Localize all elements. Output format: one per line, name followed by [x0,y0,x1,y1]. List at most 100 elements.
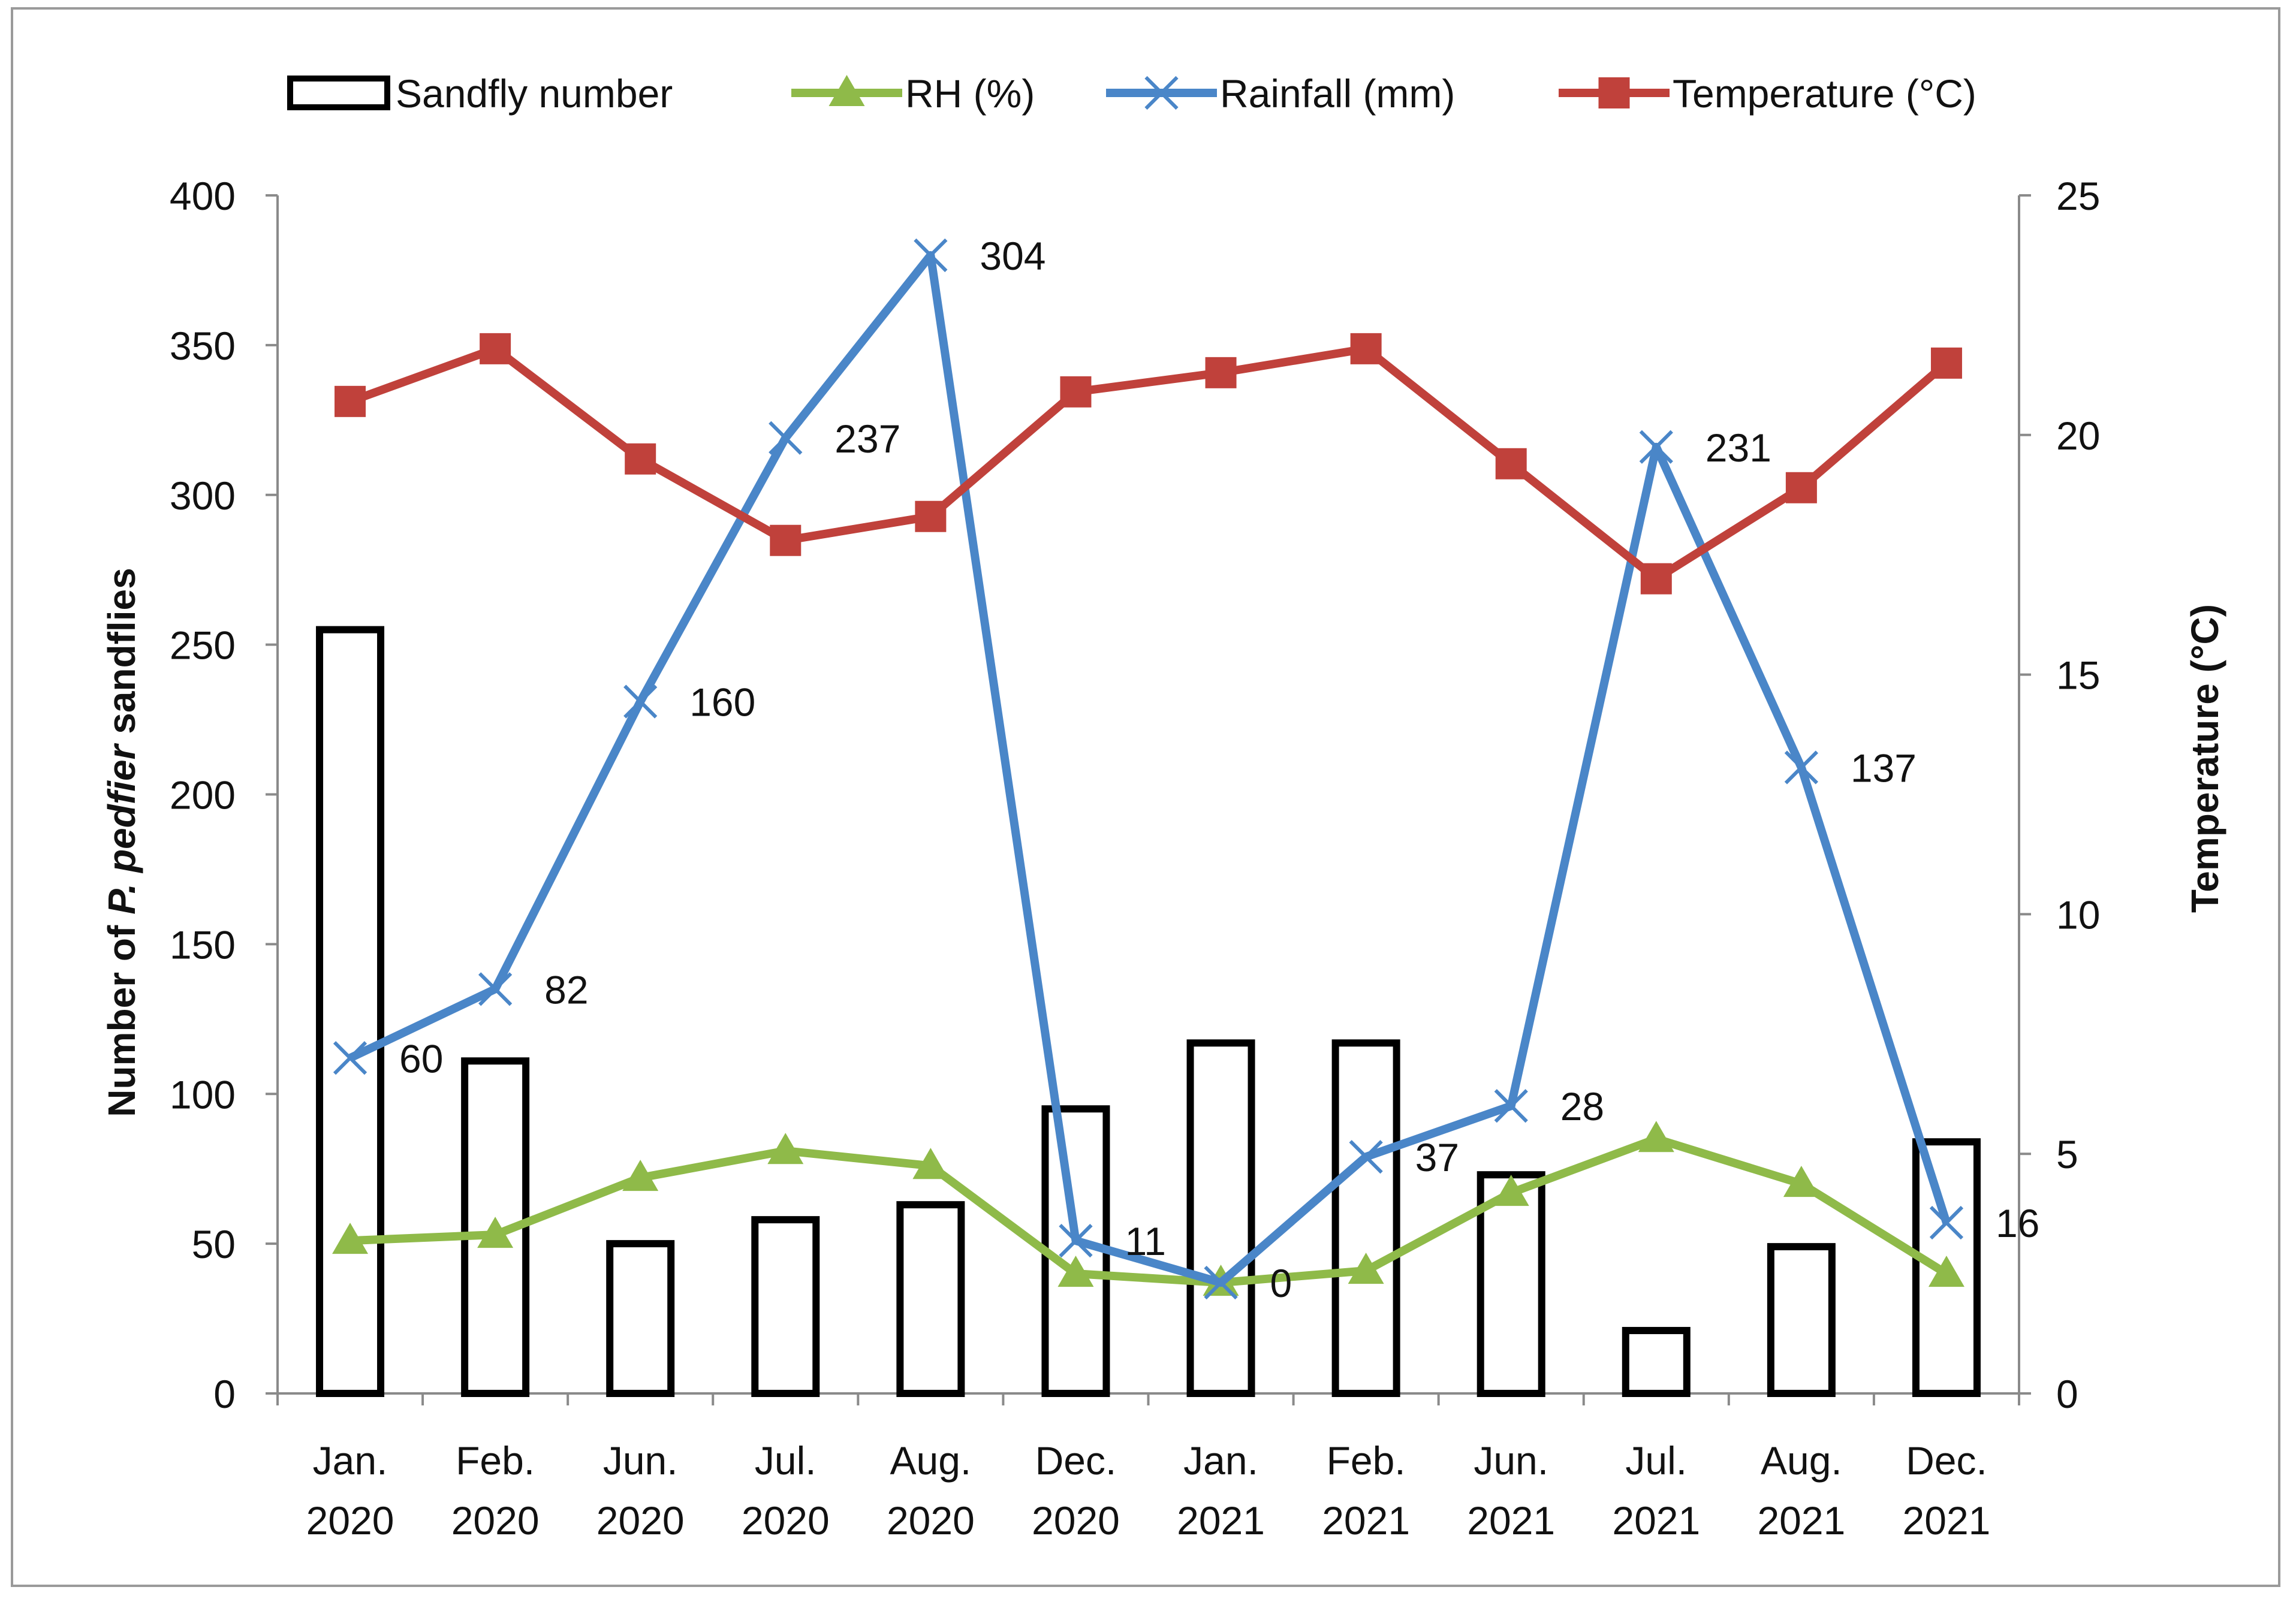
sandfly-bar [1767,1243,1836,1398]
temperature-marker [1930,347,1962,379]
sandfly-bar [316,626,385,1397]
chart-frame [11,7,2280,1587]
right-tick-label: 20 [2056,414,2100,458]
rh-line [349,1135,1949,1287]
rainfall-marker-stroke [1349,1140,1383,1174]
left-tick-label: 400 [170,174,236,218]
left-axis-title: Number of P. pedfier sandflies [100,568,143,1117]
legend-label: Sandfly number [396,71,673,116]
rainfall-data-label: 137 [1851,746,1917,791]
x-tick-label-year: 2020 [742,1498,830,1543]
right-tick-label: 15 [2056,653,2100,698]
x-tick-label-month: Jul. [755,1438,816,1483]
left-tick-label: 300 [170,473,236,518]
x-tick-label-month: Feb. [1327,1438,1406,1483]
legend-label: RH (%) [905,71,1035,116]
rh-marker [622,1160,659,1191]
x-tick-label-month: Jun. [603,1438,678,1483]
data-labels: 60 82 160 237 304 11 0 37 28 231 137 16 [399,234,2039,1305]
temperature-marker [480,333,511,364]
temperature-marker [335,385,366,417]
rainfall-data-label: 304 [980,234,1045,278]
legend-label: Temperature (°C) [1673,71,1976,116]
temperature-marker [770,524,802,556]
left-tick-label: 350 [170,324,236,368]
temperature-marker [625,443,656,475]
x-tick-label-year: 2020 [306,1498,394,1543]
rainfall-marker [333,1041,367,1075]
x-tick-label-year: 2020 [1032,1498,1120,1543]
temperature-marker [1598,77,1630,108]
right-tick-label: 5 [2056,1132,2078,1176]
rh-marker [1493,1175,1529,1206]
x-tick-label-year: 2021 [1612,1498,1700,1543]
rainfall-data-label: 28 [1560,1084,1604,1129]
rh-marker [1348,1253,1384,1284]
rainfall-marker-stroke [1784,750,1818,785]
rainfall-marker-stroke [1494,1089,1528,1123]
legend-swatch-bar [287,76,390,110]
rh-marker [1638,1121,1674,1153]
x-tick-label-month: Jan. [1183,1438,1258,1483]
axes: 0 50 100 150 200 250 300 350 400 0 5 10 15 20 25 Jan. 20… [100,174,2226,1543]
rainfall-data-label: 231 [1706,426,1771,470]
temperature-marker [1060,376,1092,408]
legend-item: Sandfly number [287,71,673,116]
rainfall-marker-stroke [1929,1206,1964,1240]
rainfall-marker [623,684,658,719]
rainfall-data-label: 0 [1270,1261,1292,1305]
x-tick-label-year: 2020 [451,1498,540,1543]
x-tick-label-month: Jun. [1474,1438,1548,1483]
x-tick-label-month: Dec. [1906,1438,1987,1483]
legend: Sandfly number RH (%) Rainfall (mm) Tempera… [287,71,1976,116]
rainfall-marker [1639,430,1673,464]
x-tick-label-month: Aug. [890,1438,971,1483]
rainfall-marker [769,421,803,455]
sandfly-bar [606,1240,675,1397]
rh-marker [767,1133,804,1164]
rh-marker [828,75,865,106]
rainfall-marker-stroke [1639,430,1673,464]
sandfly-bar [1331,1039,1400,1397]
rainfall-data-label: 237 [834,417,900,461]
rainfall-data-label: 37 [1415,1135,1459,1179]
right-tick-label: 25 [2056,174,2100,218]
rainfall-marker [1494,1089,1528,1123]
rainfall-data-label: 82 [544,967,588,1012]
legend-item: RH (%) [791,71,1035,116]
left-tick-label: 100 [170,1072,236,1117]
x-tick-label-year: 2021 [1467,1498,1555,1543]
temperature-line [348,344,1950,583]
rainfall-marker [1204,1265,1238,1300]
rainfall-marker [914,238,948,273]
left-tick-label: 250 [170,623,236,668]
rainfall-marker-stroke [1059,1224,1093,1258]
rainfall-data-label: 160 [689,680,755,725]
temperature-marker [1640,563,1672,595]
x-tick-label-year: 2021 [1177,1498,1265,1543]
legend-label: Rainfall (mm) [1220,71,1455,116]
left-tick-label: 150 [170,922,236,967]
temperature-marker [1785,472,1817,503]
rh-marker [1057,1256,1094,1287]
rainfall-data-label: 16 [1996,1201,2039,1245]
temperature-marker [915,500,947,532]
temperature-marker [1205,357,1237,388]
rainfall-marker-stroke [478,972,513,1006]
rainfall-marker-stroke [769,421,803,455]
sandfly-bar [896,1201,965,1397]
rainfall-data-label: 11 [1125,1219,1166,1263]
x-tick-label-year: 2020 [887,1498,975,1543]
x-tick-label-year: 2020 [596,1498,685,1543]
rainfall-marker-stroke [333,1041,367,1075]
sandfly-bar [1186,1039,1255,1397]
rh-marker [332,1223,369,1254]
rh-marker [477,1217,514,1248]
right-tick-label: 10 [2056,892,2100,937]
left-tick-label: 200 [170,773,236,817]
sandfly-bar [1622,1327,1691,1397]
rainfall-marker [1059,1224,1093,1258]
sandfly-bar [1912,1138,1981,1397]
rainfall-marker [1929,1206,1964,1240]
